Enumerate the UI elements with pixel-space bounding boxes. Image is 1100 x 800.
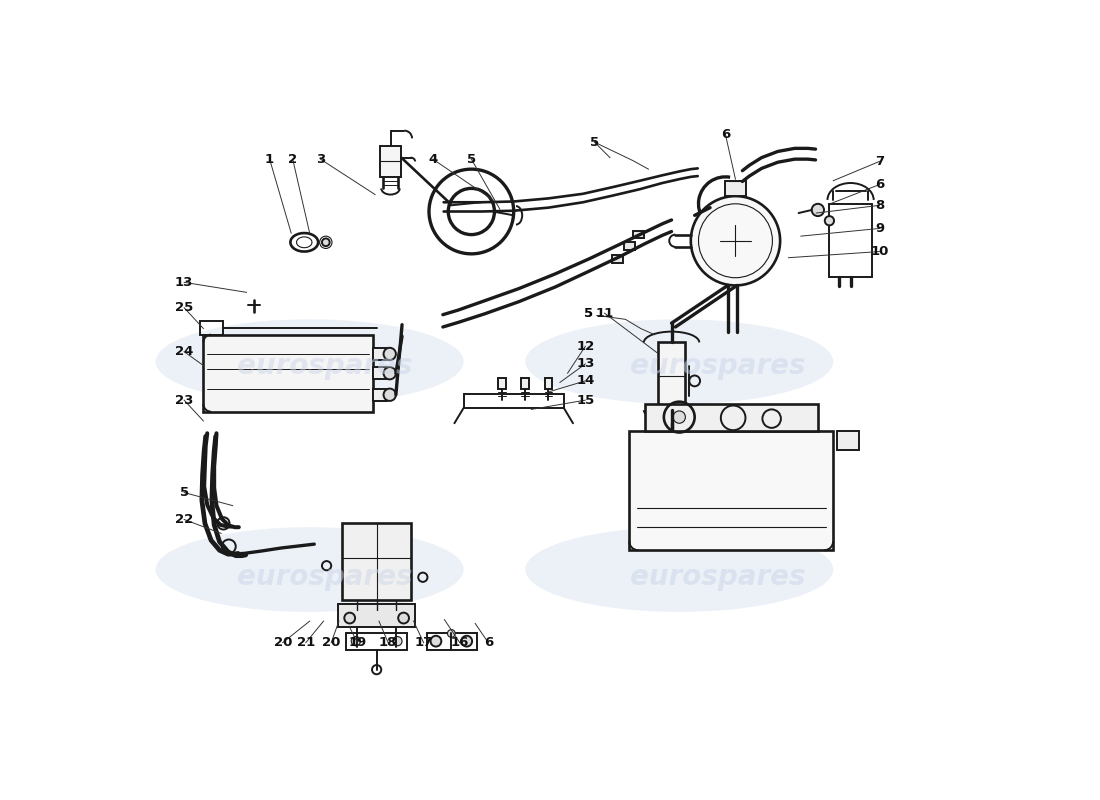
Circle shape <box>812 204 824 216</box>
Text: 5: 5 <box>590 136 600 149</box>
Text: 24: 24 <box>175 345 194 358</box>
Ellipse shape <box>526 319 834 404</box>
Text: 13: 13 <box>576 358 594 370</box>
Text: eurospares: eurospares <box>630 563 805 591</box>
Bar <box>634 230 643 238</box>
Bar <box>427 634 476 650</box>
Bar <box>498 378 506 389</box>
Text: 13: 13 <box>175 276 194 289</box>
Bar <box>338 604 415 627</box>
Bar <box>521 378 529 389</box>
Circle shape <box>384 348 396 360</box>
Bar <box>204 334 373 412</box>
Text: 21: 21 <box>297 636 315 650</box>
Circle shape <box>344 613 355 623</box>
Text: 5: 5 <box>179 486 189 499</box>
Text: 17: 17 <box>415 636 432 650</box>
Bar <box>342 523 411 600</box>
Bar <box>373 389 387 401</box>
Circle shape <box>384 389 396 401</box>
Ellipse shape <box>526 527 834 612</box>
Text: 6: 6 <box>874 178 884 191</box>
Text: 14: 14 <box>576 374 594 387</box>
Circle shape <box>673 411 685 423</box>
Bar <box>464 394 563 408</box>
Text: 16: 16 <box>451 636 469 650</box>
Text: 23: 23 <box>175 394 194 406</box>
Ellipse shape <box>156 527 464 612</box>
Text: 11: 11 <box>595 306 614 320</box>
Text: 6: 6 <box>484 636 493 650</box>
Bar <box>345 634 407 650</box>
Text: 4: 4 <box>428 153 438 166</box>
Bar <box>645 404 818 431</box>
Bar <box>624 242 635 250</box>
Circle shape <box>461 636 472 646</box>
Bar <box>373 367 387 379</box>
Text: 5: 5 <box>584 306 593 320</box>
Text: 3: 3 <box>316 153 326 166</box>
Text: 22: 22 <box>175 513 194 526</box>
Text: eurospares: eurospares <box>238 563 412 591</box>
Text: 18: 18 <box>379 636 397 650</box>
Bar <box>544 378 552 389</box>
Bar <box>837 431 859 450</box>
Circle shape <box>322 238 330 246</box>
Circle shape <box>393 637 403 646</box>
Circle shape <box>398 613 409 623</box>
Circle shape <box>825 216 834 226</box>
Bar <box>829 204 871 277</box>
Text: 10: 10 <box>870 245 889 258</box>
Ellipse shape <box>156 319 464 404</box>
Bar <box>725 181 746 196</box>
Circle shape <box>351 637 361 646</box>
Text: 20: 20 <box>322 636 340 650</box>
Text: 6: 6 <box>720 128 730 141</box>
Text: eurospares: eurospares <box>238 351 412 379</box>
Circle shape <box>430 636 441 646</box>
Circle shape <box>448 630 455 638</box>
Circle shape <box>691 196 780 286</box>
Text: 1: 1 <box>265 153 274 166</box>
Bar <box>379 146 401 177</box>
Circle shape <box>384 367 396 379</box>
Text: eurospares: eurospares <box>630 351 805 379</box>
Text: 2: 2 <box>288 153 297 166</box>
Text: 9: 9 <box>874 222 884 235</box>
Bar <box>199 321 222 334</box>
Text: 8: 8 <box>874 199 884 212</box>
Text: 20: 20 <box>274 636 292 650</box>
Bar <box>658 342 685 410</box>
Text: 7: 7 <box>874 155 884 168</box>
Text: 15: 15 <box>576 394 594 406</box>
Bar <box>629 431 834 550</box>
Text: 19: 19 <box>349 636 366 650</box>
Text: 25: 25 <box>175 302 194 314</box>
Text: 12: 12 <box>576 340 594 353</box>
Bar <box>613 255 623 263</box>
Bar <box>373 348 387 360</box>
Text: 5: 5 <box>466 153 476 166</box>
